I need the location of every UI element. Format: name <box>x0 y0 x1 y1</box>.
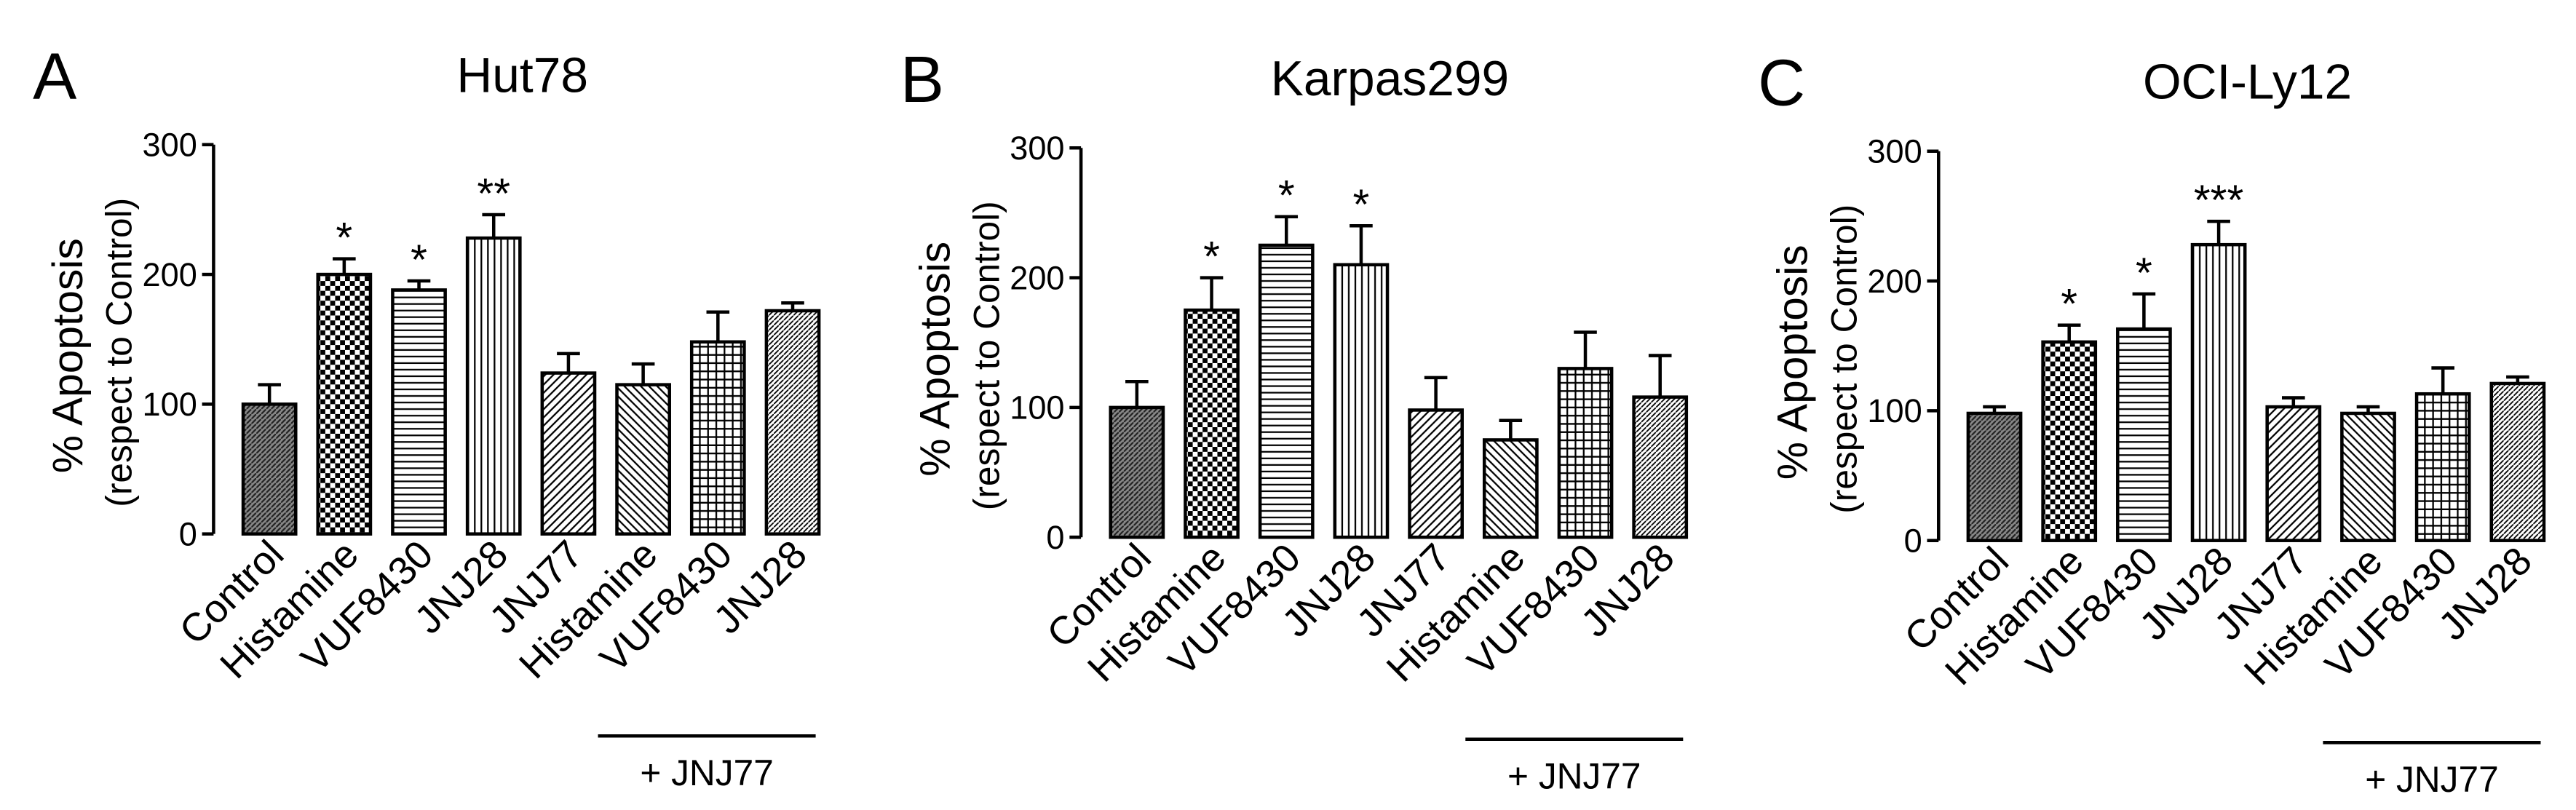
significance: * <box>411 237 427 284</box>
panel: A Hut78 % Apoptosis (respect to Control) 0 10… <box>33 40 821 793</box>
bar <box>1184 308 1240 539</box>
bar <box>2265 405 2322 542</box>
bar <box>1482 438 1539 539</box>
bar <box>1258 243 1315 539</box>
significance: * <box>1203 234 1220 281</box>
significance: * <box>336 215 352 262</box>
y-tick-label: 300 <box>143 127 197 164</box>
significance: * <box>2061 281 2077 328</box>
y-tick-label: 200 <box>143 256 197 293</box>
group-label: + JNJ77 <box>2365 759 2498 800</box>
bar <box>2116 327 2172 542</box>
bar <box>764 309 821 536</box>
bar <box>2489 381 2546 542</box>
bar <box>1557 367 1614 539</box>
chart-title: Hut78 <box>456 49 588 103</box>
y-axis-sublabel: (respect to Control) <box>1823 205 1864 514</box>
bar <box>689 340 746 536</box>
bar <box>316 272 373 536</box>
bar <box>2041 340 2098 542</box>
bar <box>540 371 597 536</box>
bar <box>1966 411 2023 542</box>
y-axis-label: % Apoptosis <box>44 238 92 473</box>
y-tick-label: 300 <box>1867 133 1922 170</box>
y-axis-label: % Apoptosis <box>912 242 959 477</box>
y-axis-sublabel: (respect to Control) <box>99 198 140 507</box>
y-tick-label: 100 <box>1867 392 1922 429</box>
y-tick-label: 200 <box>1010 259 1064 296</box>
significance: *** <box>2194 177 2244 224</box>
y-tick-label: 100 <box>143 386 197 423</box>
y-tick-label: 0 <box>179 515 197 552</box>
bar <box>391 288 447 536</box>
y-tick-label: 300 <box>1010 130 1064 167</box>
y-axis-sublabel: (respect to Control) <box>966 201 1007 510</box>
group-label: + JNJ77 <box>640 753 774 793</box>
bar <box>1109 405 1165 539</box>
y-tick-label: 0 <box>1046 519 1064 556</box>
bar <box>1408 408 1465 539</box>
bar <box>1333 263 1390 539</box>
panel-letter: A <box>33 40 77 114</box>
panel: B Karpas299 % Apoptosis (respect to Control… <box>900 43 1689 797</box>
panel-letter: B <box>900 43 944 116</box>
bar <box>1632 395 1689 539</box>
bar <box>241 402 298 536</box>
bar <box>2414 392 2471 542</box>
bar <box>2340 411 2396 542</box>
significance: * <box>2136 250 2152 297</box>
bar <box>615 383 671 536</box>
panel-letter: C <box>1758 47 1805 120</box>
significance: * <box>1353 181 1370 229</box>
panel: C OCI-Ly12 % Apoptosis (respect to Control)… <box>1758 47 2546 800</box>
y-tick-label: 0 <box>1904 523 1922 560</box>
chart-title: OCI-Ly12 <box>2143 55 2352 110</box>
y-tick-label: 200 <box>1867 263 1922 300</box>
significance: ** <box>477 170 510 218</box>
y-tick-label: 100 <box>1010 389 1064 426</box>
y-axis-label: % Apoptosis <box>1769 245 1817 480</box>
group-label: + JNJ77 <box>1507 756 1641 797</box>
chart-title: Karpas299 <box>1271 52 1509 106</box>
significance: * <box>1278 172 1295 220</box>
bar <box>465 236 522 536</box>
bar <box>2190 242 2247 542</box>
